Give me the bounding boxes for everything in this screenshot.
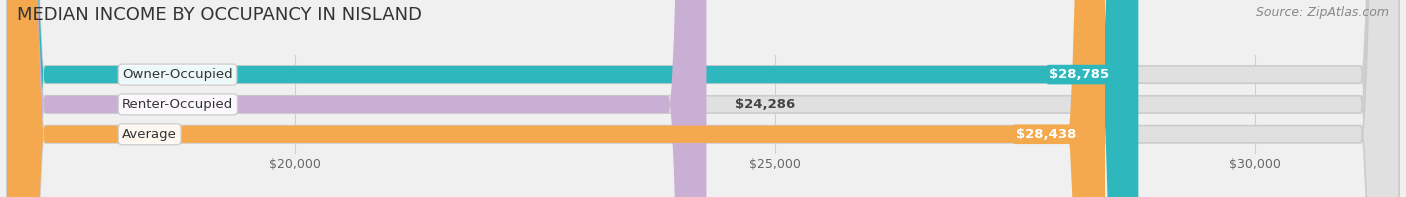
FancyBboxPatch shape <box>7 0 1399 197</box>
Text: $24,286: $24,286 <box>735 98 796 111</box>
Text: Average: Average <box>122 128 177 141</box>
FancyBboxPatch shape <box>7 0 1105 197</box>
Text: MEDIAN INCOME BY OCCUPANCY IN NISLAND: MEDIAN INCOME BY OCCUPANCY IN NISLAND <box>17 6 422 24</box>
Text: Renter-Occupied: Renter-Occupied <box>122 98 233 111</box>
Text: Owner-Occupied: Owner-Occupied <box>122 68 233 81</box>
FancyBboxPatch shape <box>7 0 1399 197</box>
FancyBboxPatch shape <box>7 0 706 197</box>
Text: $28,438: $28,438 <box>1017 128 1076 141</box>
Text: $28,785: $28,785 <box>1049 68 1109 81</box>
FancyBboxPatch shape <box>7 0 1139 197</box>
Text: Source: ZipAtlas.com: Source: ZipAtlas.com <box>1256 6 1389 19</box>
FancyBboxPatch shape <box>7 0 1399 197</box>
